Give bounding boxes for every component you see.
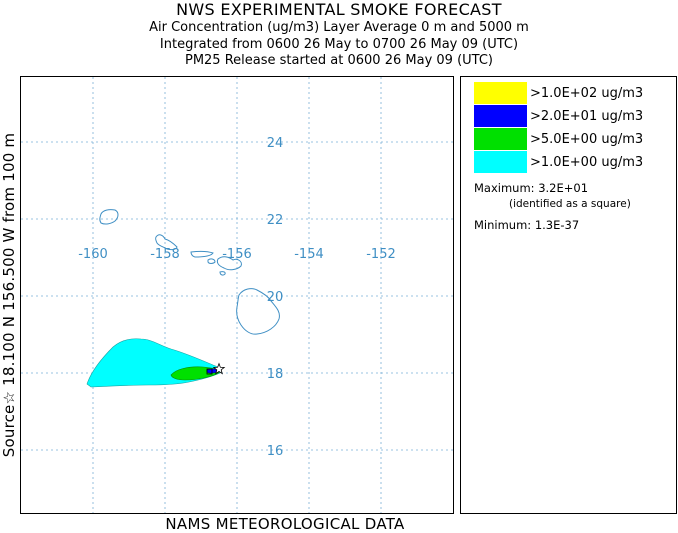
forecast-title: NWS EXPERIMENTAL SMOKE FORECAST — [176, 0, 502, 19]
legend-label: >1.0E+02 ug/m3 — [530, 85, 644, 101]
legend-swatch — [474, 82, 527, 104]
latitude-label: 24 — [267, 136, 284, 151]
island-oahu — [155, 234, 178, 251]
integration-period: Integrated from 0600 26 May to 0700 26 M… — [159, 37, 519, 52]
layer-subtitle: Air Concentration (ug/m3) Layer Average … — [149, 20, 529, 35]
legend-swatch — [474, 151, 527, 173]
release-start: PM25 Release started at 0600 26 May 09 (… — [184, 53, 493, 68]
latitude-labels: 24 22 20 18 16 — [267, 136, 284, 459]
legend-row: >1.0E+00 ug/m3 — [474, 151, 643, 173]
longitude-labels: -160 -158 -156 -154 -152 — [78, 247, 396, 262]
legend-row: >2.0E+01 ug/m3 — [474, 105, 643, 127]
legend-label: >5.0E+00 ug/m3 — [530, 131, 644, 147]
legend-label: >1.0E+00 ug/m3 — [530, 154, 644, 170]
longitude-label: -158 — [150, 247, 180, 262]
longitude-label: -160 — [78, 247, 108, 262]
island-niihau — [99, 209, 119, 225]
maximum-note: (identified as a square) — [509, 198, 631, 210]
longitude-label: -154 — [294, 247, 324, 262]
latitude-label: 20 — [267, 290, 284, 305]
minimum-value: Minimum: 1.3E-37 — [474, 218, 580, 232]
latitude-label: 22 — [267, 213, 284, 228]
island-kahoolawe — [219, 271, 226, 276]
legend-label: >2.0E+01 ug/m3 — [530, 108, 644, 124]
smoke-plume — [86, 338, 222, 388]
island-hawaii — [236, 288, 280, 335]
island-molokai — [190, 250, 214, 258]
legend-row: >5.0E+00 ug/m3 — [474, 128, 643, 150]
latitude-label: 18 — [267, 367, 284, 382]
coastlines — [99, 209, 280, 335]
star-icon — [212, 362, 226, 375]
maximum-value: Maximum: 3.2E+01 — [474, 181, 589, 195]
legend-swatch — [474, 105, 527, 127]
graticule — [21, 77, 453, 513]
meteorological-data-label: NAMS METEOROLOGICAL DATA — [165, 515, 405, 533]
legend-row: >1.0E+02 ug/m3 — [474, 82, 643, 104]
map-panel: -160 -158 -156 -154 -152 24 22 20 18 16 — [20, 76, 454, 514]
island-maui — [216, 256, 242, 271]
legend-panel: >1.0E+02 ug/m3 >2.0E+01 ug/m3 >5.0E+00 ug/… — [460, 76, 677, 514]
plume-cyan-area — [86, 338, 222, 388]
source-location-label: Source☆ 18.100 N 156.500 W from 100 m — [0, 132, 18, 458]
latitude-label: 16 — [267, 444, 284, 459]
longitude-label: -152 — [366, 247, 396, 262]
longitude-label: -156 — [222, 247, 252, 262]
smoke-map: -160 -158 -156 -154 -152 24 22 20 18 16 — [21, 77, 453, 513]
island-lanai — [207, 258, 216, 264]
legend-swatch — [474, 128, 527, 150]
maximum-square — [206, 368, 213, 375]
